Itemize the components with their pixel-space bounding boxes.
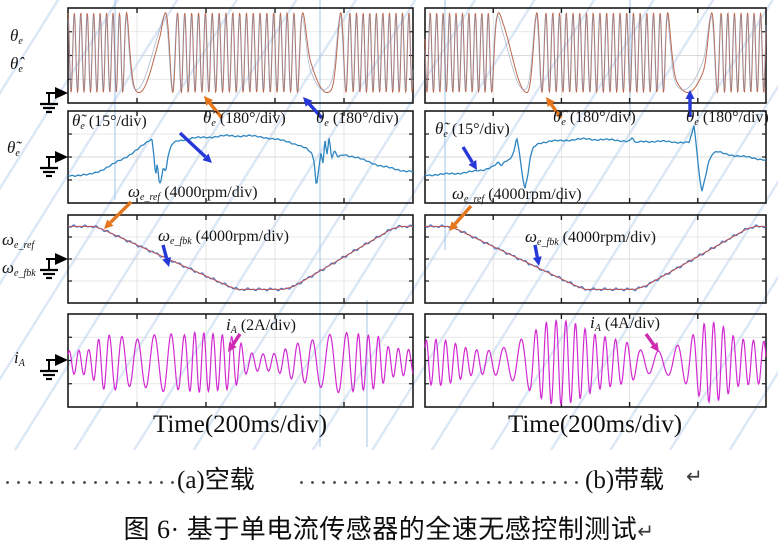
dot-leader <box>2 480 174 485</box>
axis-label-omega-fbk: ωe_fbk <box>2 258 36 279</box>
axis-label-omega-ref: ωe_ref <box>2 230 35 251</box>
paragraph-mark: ↵ <box>686 464 703 488</box>
axis-label-ia: iA <box>14 348 25 369</box>
scale-label-theta-act-a: θe (180°/div) <box>316 108 399 129</box>
scale-label-speed-ref-b: ωe_ref (4000rpm/div) <box>452 184 582 205</box>
scale-label-speed-ref-a: ωe_ref (4000rpm/div) <box>128 182 258 203</box>
scale-label-current-a: iA (2A/div) <box>226 315 296 336</box>
time-axis-label-b: Time(200ms/div) <box>507 411 683 438</box>
scale-label-theta-est-a: θ̂e (180°/div) <box>203 108 286 129</box>
waveform-canvas <box>40 7 767 408</box>
figure-6-waveform-plots[interactable]: θe θ̂e θ̃e ωe_ref ωe_fbk iA θ̃e (15°/div… <box>0 0 778 450</box>
scale-label-theta-err-b: θ̃e (15°/div) <box>435 119 510 140</box>
subcaption-b: (b)带载 <box>585 467 665 494</box>
axis-label-theta-hat-e: θ̂e <box>10 54 23 75</box>
scale-label-speed-fbk-b: ωe_fbk (4000rpm/div) <box>525 227 656 248</box>
scale-label-theta-act-b: θe (180°/div) <box>686 107 769 128</box>
scale-label-speed-fbk-a: ωe_fbk (4000rpm/div) <box>158 226 289 247</box>
figure-caption[interactable]: 图 6· 基于单电流传感器的全速无感控制测试↵ <box>0 509 778 546</box>
figure-caption-text: 图 6· 基于单电流传感器的全速无感控制测试 <box>123 515 638 544</box>
axis-label-theta-e: θe <box>10 26 23 47</box>
dot-leader <box>296 480 580 485</box>
scale-label-current-b: iA (4A/div) <box>590 313 660 334</box>
axis-label-theta-tilde-e: θ̃e <box>7 138 20 159</box>
scale-label-theta-est-b: θ̂e (180°/div) <box>553 107 636 128</box>
paragraph-mark: ↵ <box>637 519 655 543</box>
scale-label-theta-err-a: θ̃e (15°/div) <box>72 111 147 132</box>
subcaption-line[interactable]: (a)空载 (b)带载 ↵ <box>0 460 778 494</box>
subcaption-a: (a)空载 <box>177 467 255 494</box>
time-axis-label-a: Time(200ms/div) <box>152 411 328 438</box>
